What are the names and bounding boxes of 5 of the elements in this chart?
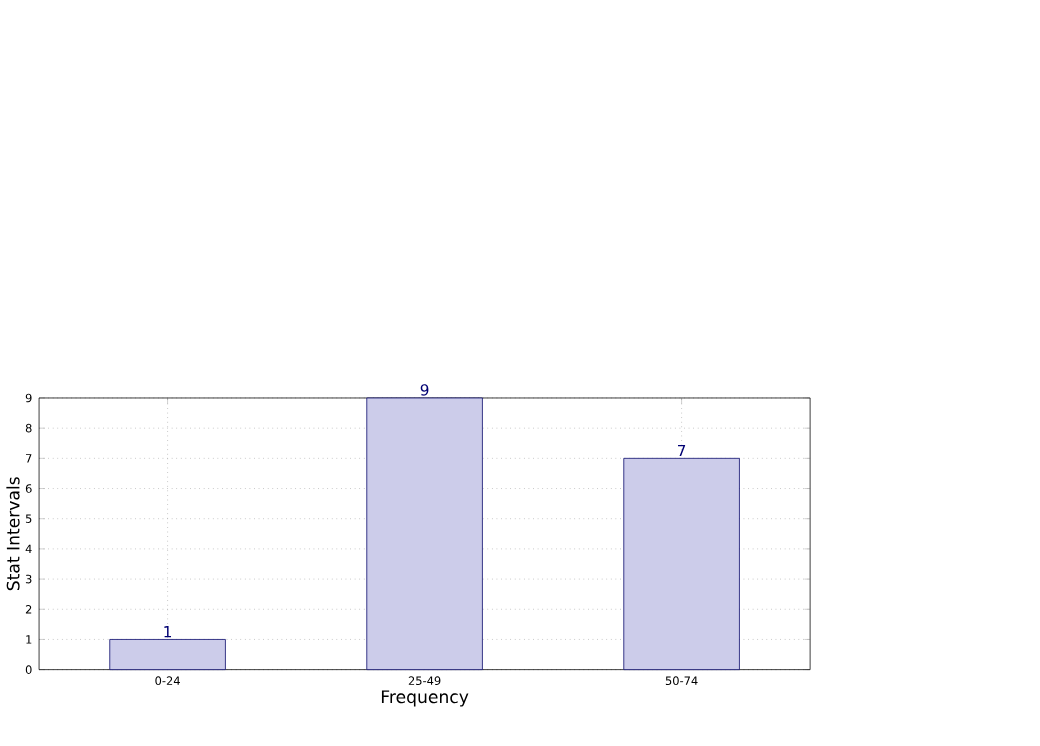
x-axis-title: Frequency	[381, 690, 469, 707]
y-axis-title: Stat Intervals	[6, 477, 20, 591]
bar	[109, 639, 226, 670]
bar	[366, 397, 483, 670]
bar	[623, 457, 740, 670]
